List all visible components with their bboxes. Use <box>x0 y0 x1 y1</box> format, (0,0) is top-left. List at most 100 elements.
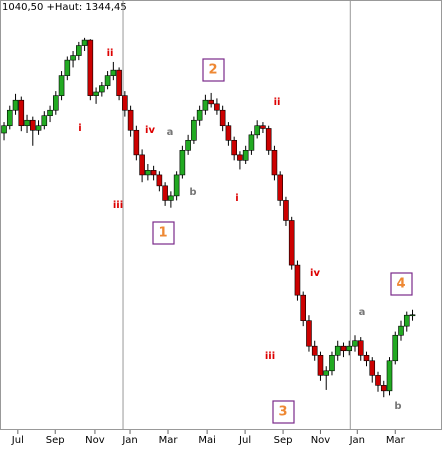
candle-body <box>93 91 99 96</box>
candle-body <box>214 103 220 111</box>
x-tick-label: Nov <box>311 435 331 446</box>
candle-body <box>363 354 370 362</box>
candle-body <box>409 314 416 317</box>
candle-body <box>191 119 197 141</box>
candle-body <box>202 99 209 111</box>
candle-body <box>196 109 203 121</box>
candle-body <box>1 125 7 134</box>
candle-body <box>6 109 13 127</box>
candle-body <box>70 55 76 61</box>
candle-body <box>271 150 278 176</box>
candle-body <box>265 128 272 151</box>
candle-body <box>18 99 25 127</box>
annotation: a <box>359 307 366 318</box>
candle-body <box>29 119 36 131</box>
annotation: 4 <box>396 277 405 292</box>
annotation: iii <box>265 351 275 362</box>
candle-body <box>104 75 111 86</box>
candle-body <box>58 75 65 96</box>
candle-body <box>145 170 151 176</box>
candle-body <box>179 150 186 176</box>
candle-body <box>139 154 145 176</box>
candle-body <box>334 345 341 356</box>
candle-body <box>306 320 312 347</box>
candle-body <box>248 134 255 151</box>
annotation-box <box>202 58 225 82</box>
x-tick-label: Mai <box>198 435 216 446</box>
candle-body <box>41 115 48 127</box>
candle-body <box>357 340 364 356</box>
candle-body <box>110 69 117 76</box>
x-tick-label: Jan <box>121 435 137 446</box>
candle-body <box>352 340 358 347</box>
x-tick-label: Nov <box>85 435 105 446</box>
candle-body <box>81 39 88 46</box>
candle-body <box>12 99 19 111</box>
x-tick-label: Mar <box>386 435 406 446</box>
candle-body <box>294 264 301 296</box>
candle-body <box>24 119 30 127</box>
candle-body <box>317 354 324 376</box>
candle-body <box>219 109 226 127</box>
candle-body <box>162 185 168 201</box>
candle-body <box>375 375 381 386</box>
annotation: b <box>189 187 196 198</box>
annotation: 1 <box>158 226 167 241</box>
x-tick-label: Mar <box>159 435 179 446</box>
annotation: i <box>78 123 81 134</box>
candle-body <box>64 59 71 76</box>
candle-body <box>340 345 347 352</box>
candle-body <box>99 85 105 93</box>
candle-body <box>208 99 214 105</box>
annotation: b <box>394 401 401 412</box>
candle-body <box>150 170 157 176</box>
candle-body <box>53 95 59 111</box>
candle-body <box>231 139 237 156</box>
candle-body <box>237 154 243 161</box>
candle-body <box>116 69 122 96</box>
x-tick-label: Sep <box>46 435 65 446</box>
annotation: iv <box>310 268 320 279</box>
candle-body <box>168 195 174 201</box>
x-tick-label: Jan <box>349 435 365 446</box>
annotation: a <box>167 127 174 138</box>
annotation: iii <box>113 200 123 211</box>
annotation: iv <box>145 125 155 136</box>
annotation: ii <box>107 48 114 59</box>
candle-body <box>323 370 330 376</box>
plot-frame <box>0 0 442 430</box>
x-tick-label: Jul <box>238 435 251 446</box>
candle-body <box>185 139 191 151</box>
x-tick-label: Sep <box>274 435 293 446</box>
candle-body <box>329 354 335 372</box>
candle-body <box>369 360 376 376</box>
candle-body <box>254 125 260 136</box>
candle-body <box>260 125 266 129</box>
chart-title: 1040,50 +Haut: 1344,45 <box>2 2 127 13</box>
candle-body <box>288 220 295 266</box>
annotation: ii <box>274 97 281 108</box>
candle-body <box>300 294 307 321</box>
annotation: 3 <box>278 405 287 420</box>
annotation: i <box>235 193 238 204</box>
candle-body <box>277 174 283 201</box>
candle-body <box>398 325 404 336</box>
candle-body <box>283 200 289 221</box>
candle-body <box>346 345 353 352</box>
candle-body <box>133 129 140 156</box>
candle-body <box>311 345 318 356</box>
candle-body <box>386 360 393 392</box>
annotation-box <box>272 400 295 424</box>
candle-body <box>392 334 399 362</box>
candle-body <box>76 45 82 56</box>
candle-body <box>403 314 410 327</box>
candle-body <box>380 385 387 392</box>
annotation-box <box>390 272 413 296</box>
candle-body <box>47 109 53 116</box>
candle-body <box>127 109 134 131</box>
candle-body <box>156 174 163 187</box>
annotation: 2 <box>208 63 217 78</box>
candle-body <box>35 125 42 131</box>
candle-body <box>122 95 128 111</box>
